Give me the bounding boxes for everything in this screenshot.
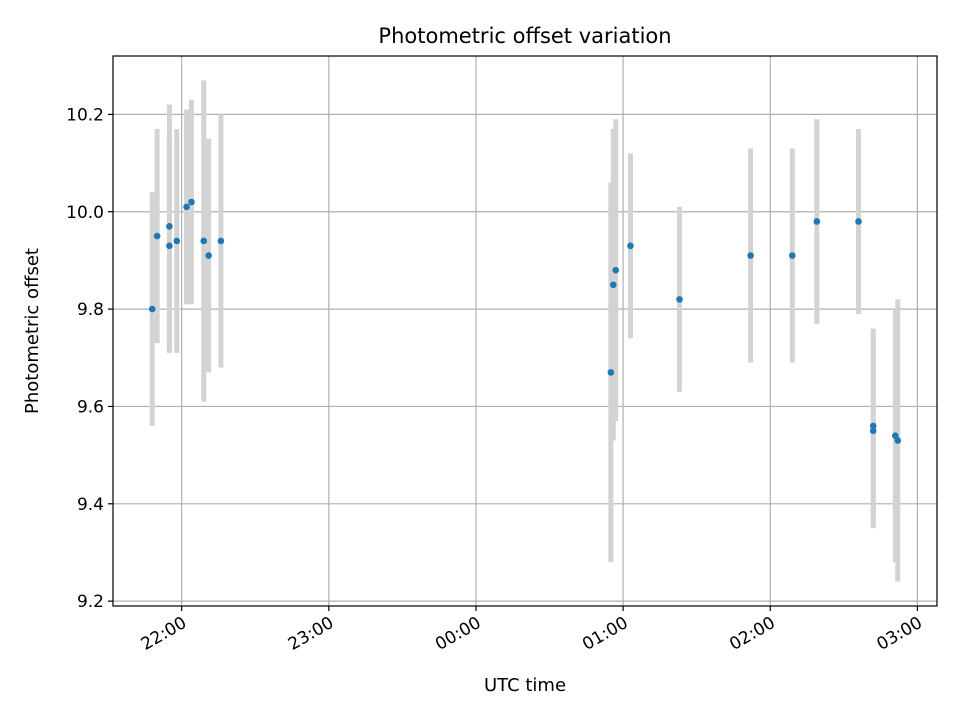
y-tick-label: 9.8 <box>77 300 104 320</box>
data-point <box>153 232 161 240</box>
data-point <box>188 198 195 206</box>
y-tick-label: 9.2 <box>77 592 104 612</box>
y-tick-label: 10.2 <box>66 105 104 125</box>
data-point <box>676 296 683 303</box>
chart-title: Photometric offset variation <box>378 24 671 48</box>
data-point <box>747 252 754 259</box>
y-axis-label: Photometric offset <box>22 248 43 414</box>
data-point <box>200 237 208 245</box>
data-point <box>813 218 821 225</box>
data-point <box>607 369 615 376</box>
data-point <box>183 203 190 211</box>
y-tick-label: 9.4 <box>77 495 104 515</box>
data-points <box>148 198 902 444</box>
y-axis-ticks: 9.2 9.4 9.6 9.8 10.0 10.2 <box>66 105 113 612</box>
y-tick-label: 10.0 <box>66 203 104 223</box>
y-tick-label: 9.6 <box>77 397 104 417</box>
data-point <box>855 218 862 225</box>
data-point <box>173 237 181 245</box>
plot-frame <box>112 55 938 607</box>
data-point <box>148 305 156 313</box>
data-point <box>609 281 617 289</box>
data-point <box>205 252 212 259</box>
data-point <box>789 252 796 259</box>
data-point <box>627 242 634 250</box>
x-axis-label: UTC time <box>484 675 566 696</box>
data-point <box>869 422 877 430</box>
data-point <box>166 223 173 230</box>
data-point <box>869 427 877 435</box>
data-point <box>894 437 902 444</box>
data-point <box>892 432 899 439</box>
data-point <box>166 242 173 250</box>
data-point <box>612 266 620 274</box>
data-point <box>217 237 225 245</box>
grid-lines <box>113 56 937 606</box>
